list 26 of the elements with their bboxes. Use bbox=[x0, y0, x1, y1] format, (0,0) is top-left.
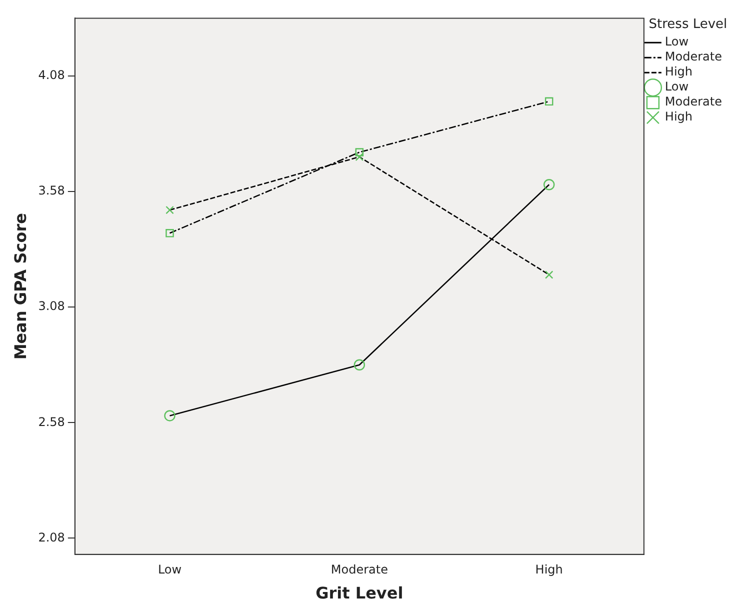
y-tick-label: 3.58 bbox=[38, 184, 65, 198]
y-tick-label: 2.08 bbox=[38, 530, 65, 544]
text: Moderate bbox=[664, 50, 722, 64]
point bbox=[166, 229, 174, 238]
point bbox=[355, 148, 364, 156]
x-axis-title: Grit Level bbox=[316, 584, 404, 603]
legend-label: Low bbox=[664, 80, 689, 94]
x-tick-label: Moderate bbox=[330, 562, 388, 577]
y-tick-label: 2.58 bbox=[38, 414, 65, 429]
legend-label: Moderate bbox=[664, 94, 722, 109]
y-tick-label: 3.08 bbox=[38, 299, 65, 314]
y-tick-label: 4.08 bbox=[38, 68, 65, 82]
x-tick-label: Low bbox=[158, 562, 182, 577]
legend-label: High bbox=[664, 110, 693, 124]
point bbox=[543, 179, 555, 190]
point bbox=[544, 97, 554, 106]
x-tick-label: High bbox=[535, 562, 563, 577]
point bbox=[166, 206, 174, 214]
point bbox=[354, 359, 366, 370]
point bbox=[544, 270, 554, 279]
y-axis-title: Mean GPA Score bbox=[10, 212, 30, 360]
point bbox=[355, 152, 364, 162]
legend-title: Stress Level bbox=[648, 16, 728, 32]
text: Low bbox=[664, 34, 689, 49]
text: High bbox=[664, 64, 693, 79]
point bbox=[164, 410, 176, 422]
